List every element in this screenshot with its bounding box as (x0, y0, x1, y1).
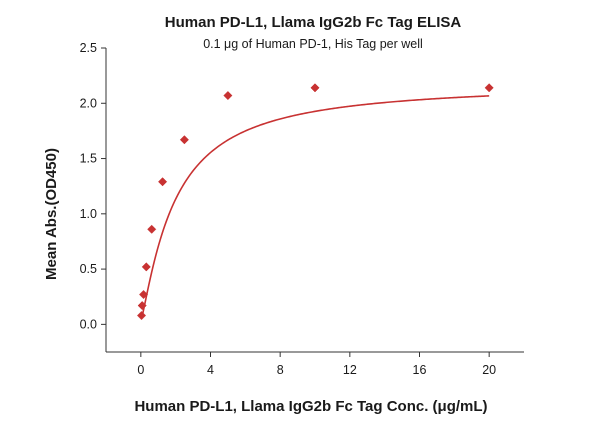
x-tick-label: 0 (137, 363, 144, 377)
x-tick-label: 8 (277, 363, 284, 377)
x-tick-label: 12 (343, 363, 357, 377)
fit-curve-layer (140, 95, 490, 320)
data-point (147, 224, 157, 234)
y-tick-label: 2.0 (80, 96, 97, 110)
data-point (137, 301, 147, 311)
data-point (310, 83, 320, 93)
data-point (179, 135, 189, 145)
fit-curve (140, 95, 490, 320)
data-point (138, 289, 149, 300)
data-points (136, 83, 494, 321)
axes (105, 48, 524, 353)
data-point (223, 90, 233, 101)
data-point (136, 310, 147, 321)
data-point (484, 83, 494, 93)
chart-subtitle: 0.1 μg of Human PD-1, His Tag per well (203, 37, 423, 51)
y-tick-label: 1.0 (80, 207, 97, 221)
y-tick-label: 0.0 (80, 317, 97, 331)
y-tick-label: 1.5 (80, 152, 97, 166)
y-tick-label: 0.5 (80, 262, 97, 276)
x-tick-label: 20 (482, 363, 496, 377)
x-tick-label: 4 (207, 363, 214, 377)
y-axis-title: Mean Abs.(OD450) (43, 148, 60, 280)
tick-marks (101, 47, 490, 357)
x-tick-label: 16 (413, 363, 427, 377)
chart-title: Human PD-L1, Llama IgG2b Fc Tag ELISA (165, 14, 462, 31)
x-axis-title: Human PD-L1, Llama IgG2b Fc Tag Conc. (μ… (134, 398, 487, 415)
y-tick-label: 2.5 (80, 41, 97, 55)
data-point (158, 177, 168, 187)
data-point (141, 262, 151, 272)
tick-labels: 0.0 0.5 1.0 1.5 2.0 2.5 0 4 8 12 16 20 (80, 41, 497, 377)
